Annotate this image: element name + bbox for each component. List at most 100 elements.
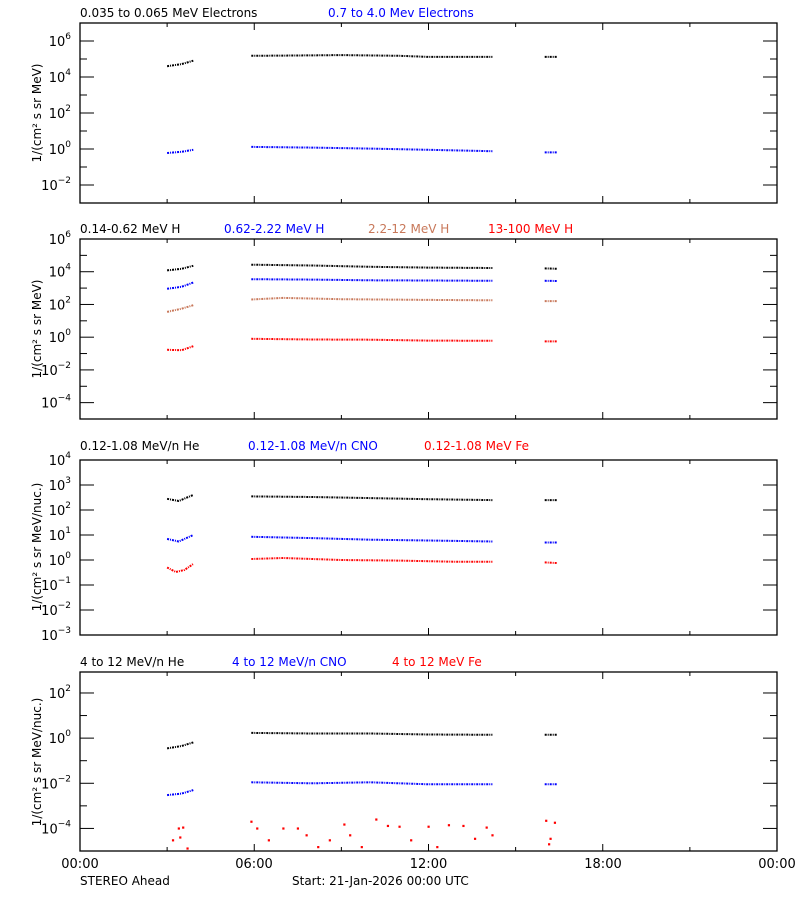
legend-p4-s1: 4 to 12 MeV/n He [80, 655, 184, 669]
legend-p2-s3: 2.2-12 MeV H [368, 222, 449, 236]
data-segment [251, 145, 493, 153]
data-point [171, 839, 175, 842]
data-segment [251, 54, 493, 58]
data-point [182, 826, 185, 829]
series-4-to-12-mev-fe [171, 818, 557, 850]
y-axis-label-p4: 1/(cm² s sr MeV/nuc.) [30, 698, 44, 827]
y-tick-label: 104 [49, 263, 72, 281]
data-point [179, 836, 182, 839]
x-tick-label: 00:00 [61, 857, 98, 872]
series-0-7-to-4-0-mev-electrons [167, 145, 558, 154]
data-point [427, 825, 430, 828]
x-tick-label: 06:00 [235, 857, 272, 872]
data-point [553, 821, 557, 824]
y-tick-label: 103 [49, 476, 71, 494]
data-point [447, 824, 451, 827]
legend-p3-s2: 0.12-1.08 MeV/n CNO [248, 439, 378, 453]
data-point [410, 839, 413, 842]
series-0-12-1-08-mev-n-he [166, 493, 558, 503]
data-point [328, 839, 331, 842]
data-point [462, 824, 465, 828]
data-segment [251, 731, 493, 736]
data-point [375, 818, 378, 821]
data-point [436, 846, 439, 849]
series-0-12-1-08-mev-n-cno [166, 534, 558, 544]
y-tick-label: 10−2 [41, 176, 71, 194]
data-segment [251, 278, 493, 282]
data-point [545, 819, 548, 822]
y-tick-label: 10−3 [41, 626, 71, 644]
data-segment [544, 561, 558, 565]
data-segment [166, 493, 194, 503]
data-point [473, 837, 477, 840]
y-tick-label: 10−4 [41, 819, 71, 837]
legend-p3-s3: 0.12-1.08 MeV Fe [424, 439, 529, 453]
data-point [186, 847, 189, 850]
data-point [349, 834, 352, 837]
data-point [282, 827, 285, 830]
data-segment [251, 556, 493, 563]
spacecraft-label: STEREO Ahead [80, 874, 170, 888]
legend-p1-s1: 0.035 to 0.065 MeV Electrons [80, 6, 257, 20]
series-13-100-mev-h [167, 337, 558, 352]
y-tick-label: 100 [49, 328, 72, 346]
x-tick-label: 00:00 [758, 857, 795, 872]
series-0-12-1-08-mev-fe [166, 556, 558, 574]
panel-1: 10−2 100 102 104 106 [41, 22, 778, 204]
data-point [491, 834, 494, 837]
legend-p1-s2: 0.7 to 4.0 Mev Electrons [328, 6, 474, 20]
x-tick-label: 18:00 [584, 857, 621, 872]
panel-2: 10−4 10−2 100 102 104 106 [41, 230, 778, 420]
y-tick-label: 10−1 [41, 576, 71, 594]
y-tick-label: 102 [49, 104, 71, 122]
legend-p4-s3: 4 to 12 MeV Fe [392, 655, 482, 669]
data-segment [251, 263, 493, 269]
y-tick-label: 104 [49, 451, 72, 469]
series-0-62-2-22-mev-h [166, 278, 558, 290]
data-point [360, 846, 363, 849]
data-point [256, 827, 259, 830]
data-point [177, 827, 180, 830]
y-tick-label: 102 [49, 295, 71, 313]
legend-p3-s1: 0.12-1.08 MeV/n He [80, 439, 199, 453]
y-tick-label: 100 [49, 729, 72, 747]
legend-p2-s2: 0.62-2.22 MeV H [224, 222, 324, 236]
data-segment [166, 534, 194, 543]
data-point [317, 846, 320, 849]
data-point [343, 823, 346, 826]
y-tick-label: 100 [49, 140, 72, 158]
start-time-label: Start: 21-Jan-2026 00:00 UTC [292, 874, 469, 888]
legend-p2-s4: 13-100 MeV H [488, 222, 573, 236]
series-4-to-12-mev-n-cno [166, 781, 558, 797]
y-tick-label: 106 [49, 230, 72, 248]
y-tick-label: 10−2 [41, 361, 71, 379]
y-axis-label-p2: 1/(cm² s sr MeV) [30, 280, 44, 379]
legend-p4-s2: 4 to 12 MeV/n CNO [232, 655, 347, 669]
data-point [305, 834, 308, 837]
y-tick-label: 101 [49, 526, 71, 544]
y-tick-label: 106 [49, 32, 72, 50]
y-axis-label-p1: 1/(cm² s sr MeV) [30, 64, 44, 163]
y-tick-label: 102 [49, 501, 71, 519]
data-segment [251, 296, 493, 302]
y-axis-label-p3: 1/(cm² s sr MeV/nuc.) [30, 483, 44, 612]
data-segment [251, 495, 493, 502]
data-point [398, 825, 401, 828]
data-segment [251, 781, 493, 786]
series-4-to-12-mev-n-he [166, 731, 558, 750]
data-point [267, 839, 270, 842]
data-point [485, 826, 488, 829]
data-point [549, 837, 552, 840]
series-0-14-0-62-mev-h [166, 263, 558, 272]
panel-4: 10−4 10−2 100 102 [41, 671, 778, 852]
data-segment [251, 337, 493, 342]
series-0-035-to-0-065-mev-electrons [166, 54, 558, 68]
data-point [250, 820, 253, 823]
data-segment [251, 535, 493, 543]
data-point [296, 827, 300, 830]
data-point [548, 843, 551, 846]
y-tick-label: 10−4 [41, 394, 71, 412]
y-tick-label: 10−2 [41, 774, 71, 792]
panel-3: 10−3 10−2 10−1 100 101 102 103 104 [41, 451, 778, 644]
